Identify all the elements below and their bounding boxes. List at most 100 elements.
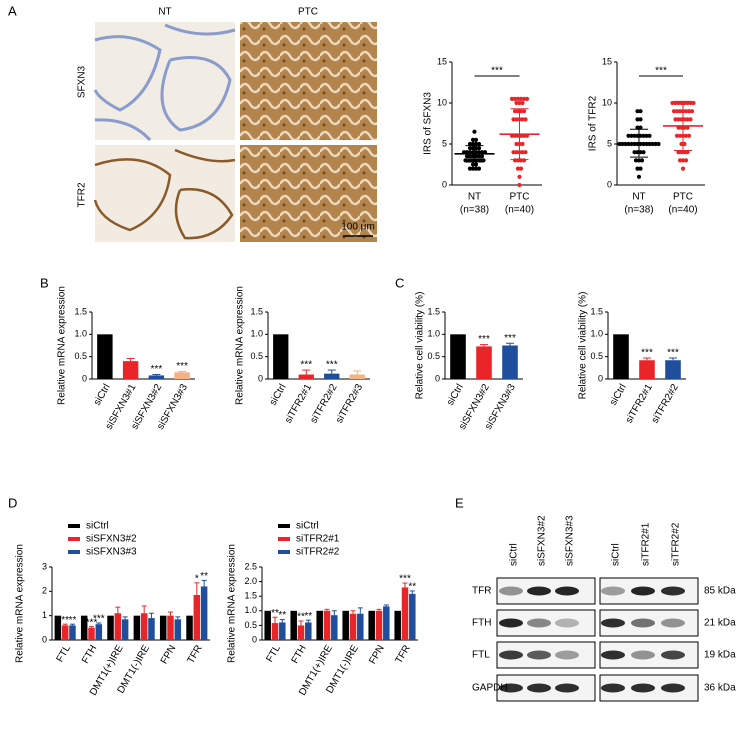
y-tick-label: 0 [607, 179, 612, 189]
point [674, 133, 680, 138]
y-tick-label: 15 [602, 56, 612, 66]
significance: ** [271, 608, 279, 619]
point [639, 158, 645, 163]
x-tick-label: FPN [367, 643, 387, 666]
point [635, 117, 640, 122]
bar [316, 610, 323, 640]
point [676, 150, 681, 155]
point [514, 141, 519, 147]
column-label: PTC [298, 7, 318, 18]
y-axis-label: IRS of SFXN3 [423, 92, 434, 155]
micrograph [240, 145, 377, 242]
blot-band [631, 586, 655, 596]
significance: ** [69, 615, 77, 626]
x-tick-label: FTL [264, 643, 283, 664]
micrograph [93, 145, 236, 242]
y-tick-label: 2 [42, 586, 47, 596]
protein-label: GAPDH [472, 683, 508, 694]
significance: *** [86, 617, 98, 628]
point [476, 141, 482, 147]
row-label: TFR2 [77, 182, 88, 207]
point [686, 133, 692, 138]
y-tick-label: 1.5 [427, 306, 440, 316]
point [515, 96, 521, 101]
point [644, 133, 649, 138]
group-size: (n=40) [668, 205, 697, 216]
legend-swatch [278, 537, 290, 541]
legend-label: siTFR2#2 [296, 547, 340, 558]
y-tick-label: 1.0 [74, 329, 87, 339]
bar [349, 374, 365, 379]
x-tick-label: FTL [55, 643, 74, 664]
point [470, 166, 476, 171]
point [647, 133, 652, 138]
point [679, 150, 684, 155]
significance: ** [304, 611, 312, 622]
point [473, 162, 479, 167]
blot-band [631, 683, 655, 693]
point [685, 150, 690, 155]
point [632, 150, 637, 155]
point [638, 166, 643, 171]
bar [613, 334, 629, 379]
point [520, 117, 525, 122]
size-label: 19 kDa [704, 650, 736, 661]
point [520, 100, 525, 106]
point [626, 133, 631, 138]
y-tick-label: 3 [42, 561, 47, 571]
blot-band [527, 586, 551, 596]
y-tick-label: 1.0 [244, 605, 257, 615]
point [514, 150, 519, 155]
blot-band [631, 618, 655, 628]
panel-label: D [8, 495, 17, 510]
point [636, 174, 642, 179]
significance: *** [641, 348, 653, 359]
bar [88, 627, 95, 640]
legend-swatch [68, 524, 80, 528]
significance: ** [278, 610, 286, 621]
point [632, 133, 637, 138]
legend-label: siSFXN3#3 [86, 547, 137, 558]
point [467, 146, 473, 151]
point [691, 100, 696, 106]
bar [383, 606, 390, 640]
blot-band [601, 650, 625, 660]
point [633, 158, 639, 163]
point [515, 166, 521, 171]
x-tick-label: FPN [159, 643, 179, 666]
point [470, 137, 476, 142]
y-tick-label: 0.5 [590, 351, 603, 361]
group-size: (n=38) [624, 205, 653, 216]
blot-band [601, 586, 625, 596]
bar [167, 615, 174, 640]
bar [331, 615, 338, 640]
protein-label: TFR [472, 586, 491, 597]
point [638, 117, 643, 122]
significance: *** [491, 66, 503, 77]
y-tick-label: 2.5 [244, 561, 257, 571]
blot-band [499, 586, 523, 596]
legend-label: siCtrl [86, 521, 109, 532]
point [521, 96, 527, 101]
point [685, 100, 690, 106]
bar [200, 586, 208, 640]
point [517, 174, 522, 179]
bar [298, 374, 314, 379]
point [512, 96, 518, 101]
bar [95, 624, 103, 640]
significance: *** [93, 614, 105, 625]
y-tick-label: 10 [437, 97, 447, 107]
point [473, 137, 479, 142]
point [517, 100, 522, 106]
lane-label: siSFXN3#3 [565, 515, 576, 566]
y-axis-label: Relative mRNA expression [15, 544, 26, 663]
point [520, 141, 525, 147]
lane-label: siTFR2#2 [671, 522, 682, 566]
micrograph [240, 22, 377, 140]
y-tick-label: 0.5 [427, 351, 440, 361]
bar [502, 345, 518, 379]
bar [271, 623, 279, 640]
bar [174, 372, 190, 379]
lane-label: siTFR2#1 [641, 522, 652, 566]
